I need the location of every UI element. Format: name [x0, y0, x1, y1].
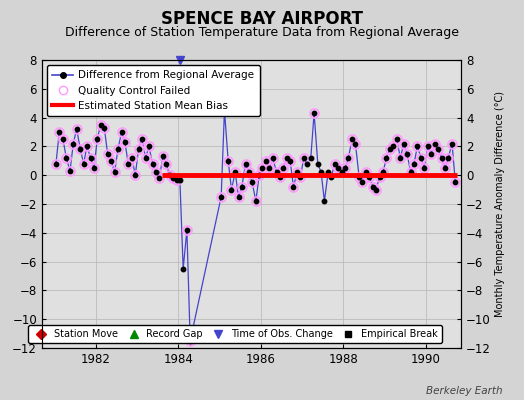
Y-axis label: Monthly Temperature Anomaly Difference (°C): Monthly Temperature Anomaly Difference (…: [495, 91, 505, 317]
Text: SPENCE BAY AIRPORT: SPENCE BAY AIRPORT: [161, 10, 363, 28]
Legend: Station Move, Record Gap, Time of Obs. Change, Empirical Break: Station Move, Record Gap, Time of Obs. C…: [28, 325, 442, 343]
Text: Berkeley Earth: Berkeley Earth: [427, 386, 503, 396]
Text: Difference of Station Temperature Data from Regional Average: Difference of Station Temperature Data f…: [65, 26, 459, 39]
